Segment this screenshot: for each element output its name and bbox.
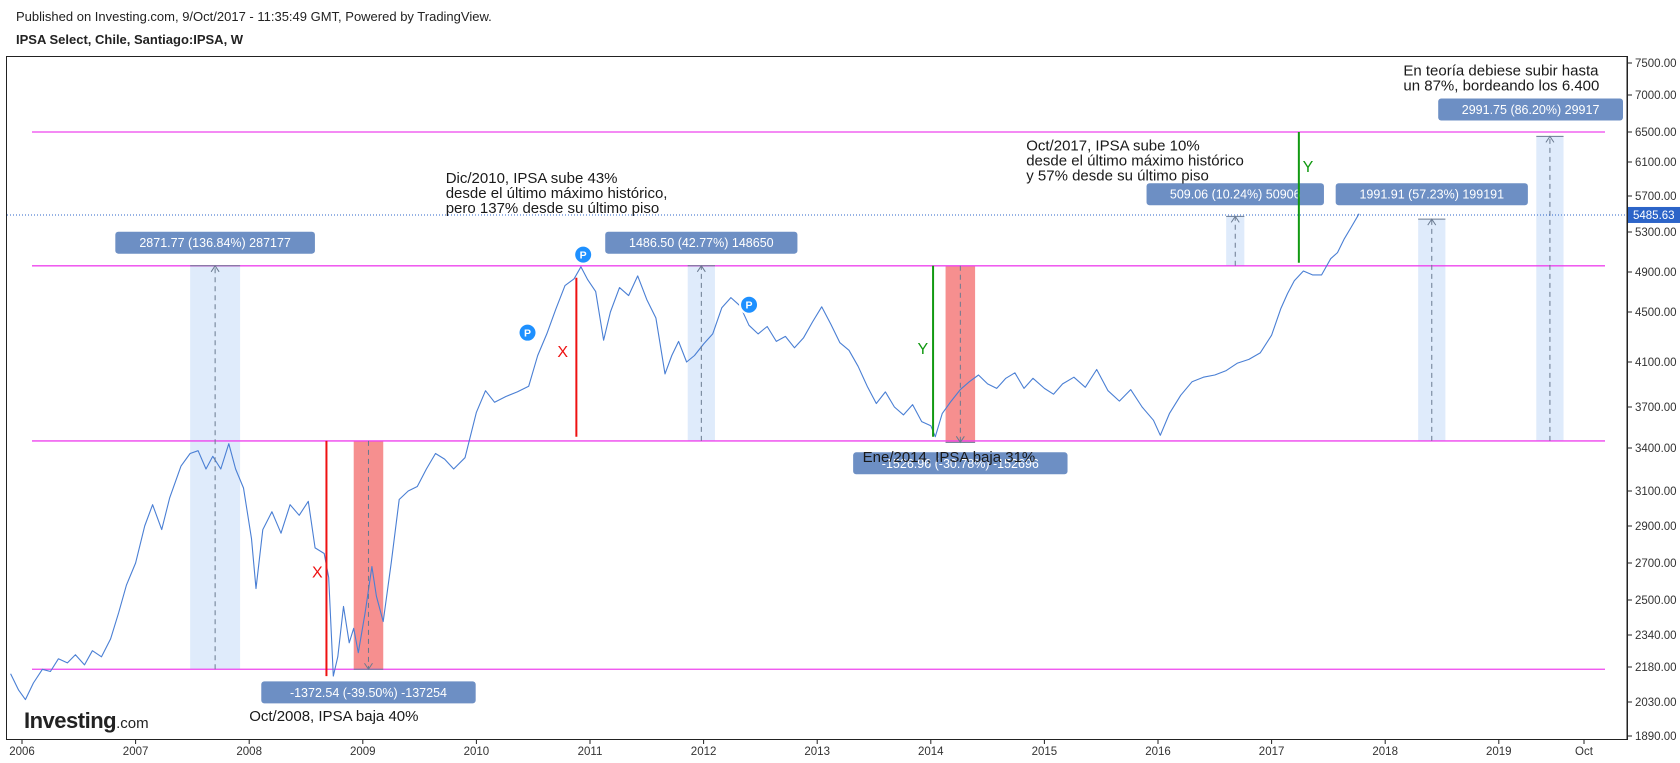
measure-label: -1526.96 (-30.78%) -152696 <box>882 457 1039 471</box>
x-tick-label: 2016 <box>1145 746 1171 758</box>
measure-label-box <box>1438 98 1623 121</box>
x-tick-label: 2015 <box>1032 746 1058 758</box>
measure-label-box <box>853 452 1068 475</box>
annotation-line: un 87%, bordeando los 6.400 <box>1403 78 1599 95</box>
y-tick-label: 2500.00 <box>1635 595 1677 607</box>
x-tick-label: 2007 <box>123 746 149 758</box>
y-tick-label: 7000.00 <box>1635 90 1677 102</box>
y-tick-label: 1890.00 <box>1635 731 1677 743</box>
y-tick-label: 5300.00 <box>1635 227 1677 239</box>
x-tick-label: 2010 <box>464 746 490 758</box>
y-tick-label: 5700.00 <box>1635 191 1677 203</box>
annotation-line: Oct/2008, IPSA baja 40% <box>249 708 418 725</box>
annotation-text: Ene/2014, IPSA baja 31% <box>863 449 1036 466</box>
measure-label-box <box>1146 183 1324 206</box>
annotation-line: Oct/2017, IPSA sube 10% <box>1026 138 1199 155</box>
measure-band <box>353 440 384 670</box>
price-line <box>10 213 1360 701</box>
marker-letter: X <box>312 564 323 581</box>
last-price-label: 5485.63 <box>1633 210 1675 222</box>
pin-label: P <box>746 300 753 312</box>
published-caption: Published on Investing.com, 9/Oct/2017 -… <box>16 9 492 24</box>
measure-label: 509.06 (10.24%) 50906 <box>1170 188 1301 202</box>
measure-label-box <box>605 231 798 254</box>
annotation-line: y 57% desde su último piso <box>1026 168 1209 185</box>
annotation-text: Oct/2017, IPSA sube 10% desde el último m… <box>1026 138 1244 185</box>
x-tick-label: 2018 <box>1372 746 1398 758</box>
annotation-line: Ene/2014, IPSA baja 31% <box>863 449 1036 466</box>
investing-logo: Investing.com <box>24 708 149 733</box>
measure-label-box <box>115 231 315 254</box>
measure-label: 2871.77 (136.84%) 287177 <box>139 236 291 250</box>
pin-icon <box>739 294 760 315</box>
x-tick-label: 2012 <box>691 746 717 758</box>
marker-letter: Y <box>918 341 929 358</box>
annotation-text: Oct/2008, IPSA baja 40% <box>249 708 418 725</box>
x-tick-label: 2017 <box>1259 746 1285 758</box>
x-tick-label: 2009 <box>350 746 376 758</box>
measure-label: -1372.54 (-39.50%) -137254 <box>290 686 447 700</box>
measure-band <box>945 265 976 443</box>
measure-label-box <box>1335 183 1528 206</box>
annotation-line: desde el último máximo histórico, <box>446 185 668 202</box>
x-tick-label: 2013 <box>804 746 830 758</box>
measure-band <box>1226 216 1245 266</box>
marker-letter: X <box>557 344 568 361</box>
y-tick-label: 2030.00 <box>1635 697 1677 709</box>
annotation-line: Dic/2010, IPSA sube 43% <box>446 170 618 187</box>
y-tick-label: 2180.00 <box>1635 662 1677 674</box>
symbol-title: IPSA Select, Chile, Santiago:IPSA, W <box>16 32 244 47</box>
y-tick-label: 4100.00 <box>1635 357 1677 369</box>
marker-letter: Y <box>1303 159 1314 176</box>
y-tick-label: 4900.00 <box>1635 267 1677 279</box>
annotation-line: pero 137% desde su último piso <box>446 200 659 217</box>
annotation-line: En teoría debiese subir hasta <box>1403 63 1599 80</box>
measure-label: 1991.91 (57.23%) 199191 <box>1359 188 1504 202</box>
pin-icon <box>573 244 594 265</box>
annotation-text: En teoría debiese subir hasta un 87%, bor… <box>1403 63 1599 95</box>
pin-label: P <box>524 328 531 340</box>
annotation-line: desde el último máximo histórico <box>1026 153 1244 170</box>
x-tick-label: 2008 <box>236 746 262 758</box>
pin-icon <box>517 322 538 343</box>
y-tick-label: 4500.00 <box>1635 307 1677 319</box>
x-tick-label: 2006 <box>9 746 35 758</box>
x-tick-label: 2019 <box>1486 746 1512 758</box>
x-tick-label: 2011 <box>578 746 603 758</box>
y-tick-label: 6500.00 <box>1635 127 1677 139</box>
y-tick-label: 3700.00 <box>1635 402 1677 414</box>
y-tick-label: 7500.00 <box>1635 58 1677 70</box>
last-price-badge <box>1628 206 1680 223</box>
measure-label-box <box>261 681 476 704</box>
y-tick-label: 2340.00 <box>1635 630 1677 642</box>
y-tick-label: 2900.00 <box>1635 521 1677 533</box>
y-tick-label: 3100.00 <box>1635 486 1677 498</box>
pin-label: P <box>580 250 587 262</box>
measure-label: 2991.75 (86.20%) 29917 <box>1462 103 1600 117</box>
measure-label: 1486.50 (42.77%) 148650 <box>629 236 774 250</box>
y-tick-label: 6100.00 <box>1635 157 1677 169</box>
x-tick-label: Oct <box>1575 746 1594 758</box>
annotation-text: Dic/2010, IPSA sube 43% desde el último m… <box>446 170 668 217</box>
plot-frame <box>6 56 1628 740</box>
x-tick-label: 2014 <box>918 746 944 758</box>
y-tick-label: 2700.00 <box>1635 558 1677 570</box>
y-tick-label: 3400.00 <box>1635 443 1677 455</box>
